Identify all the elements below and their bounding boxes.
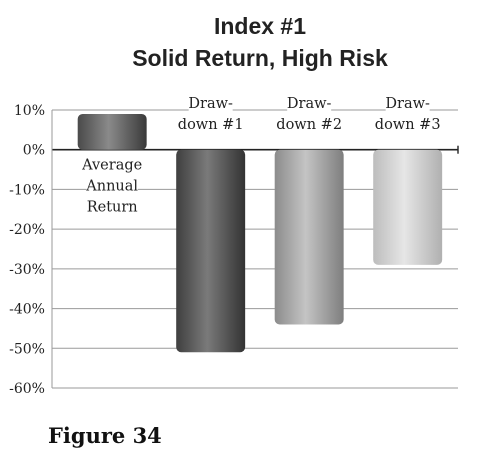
bar [77,113,147,150]
category-label: down #3 [375,117,441,133]
bar [274,149,344,325]
category-label: Annual [85,179,138,195]
figure-label: Figure 34 [48,423,162,448]
label-backdrop [279,115,339,133]
category-label: down #2 [276,117,342,133]
bar [373,149,443,265]
label-backdrop [181,115,241,133]
label-backdrop [86,197,138,216]
label-backdrop [287,94,332,112]
category-label: Return [87,200,138,216]
category-labels: Average Annual Return Draw-down #1 Draw-down… [81,94,441,216]
category-label: Average [81,158,142,174]
category-label: Draw- [287,96,332,112]
chart-title-line-1: Index #1 [214,13,306,39]
y-tick-label: 10% [14,103,45,119]
y-tick-label: -50% [9,341,45,357]
category-label: Draw- [188,96,233,112]
y-tick-label: -10% [9,182,45,198]
category-label: down #1 [178,117,244,133]
y-tick-label: -40% [9,302,45,318]
y-axis-ticks: 10% 0% -10% -20% -30% -40% -50% -60% [9,103,45,397]
bar [176,149,246,353]
y-tick-label: -30% [9,262,45,278]
chart-title-line-2: Solid Return, High Risk [132,45,388,71]
label-backdrop [82,155,142,174]
y-tick-label: 0% [23,143,45,159]
category-label: Draw- [385,96,430,112]
y-tick-label: -20% [9,222,45,238]
label-backdrop [86,176,138,195]
bars [77,113,443,353]
y-tick-label: -60% [9,381,45,397]
label-backdrop [385,94,430,112]
label-backdrop [188,94,233,112]
label-backdrop [378,115,438,133]
